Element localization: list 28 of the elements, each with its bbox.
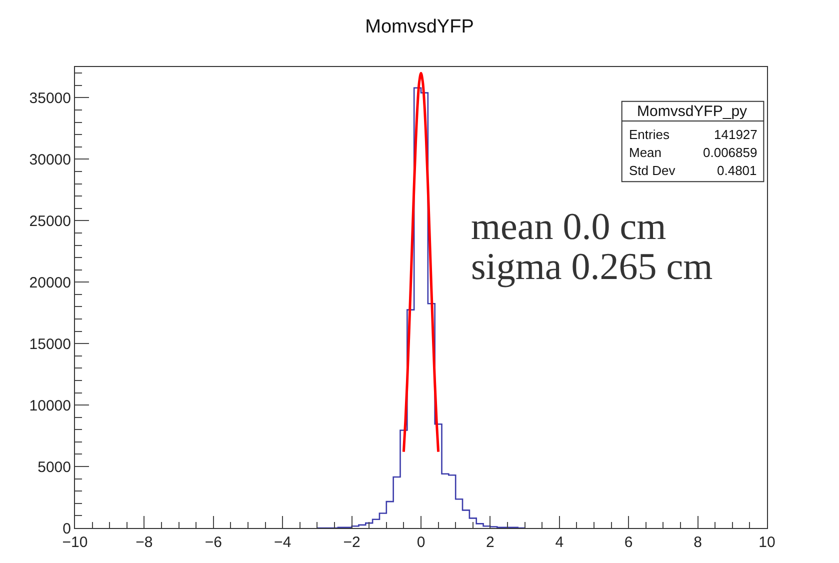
x-tick-label: 10 (758, 534, 776, 551)
annotation: Mean (629, 145, 662, 160)
line-series (402, 72, 440, 454)
annotation: sigma 0.265 cm (471, 246, 713, 288)
x-tick-label: 2 (486, 534, 494, 551)
x-tick-label: 4 (555, 534, 564, 551)
x-tick-label: −2 (343, 534, 360, 551)
x-tick-label: 8 (694, 534, 702, 551)
x-tick-label: −6 (204, 534, 222, 551)
x-tick-label: 6 (624, 534, 633, 551)
x-tick-label: 0 (416, 534, 426, 551)
y-tick-label: 25000 (29, 212, 71, 230)
chart-title: MomvsdYFP (365, 16, 474, 38)
y-tick-label: 20000 (29, 274, 71, 292)
annotation: 0.4801 (717, 163, 757, 178)
annotation: Entries (629, 127, 670, 142)
annotation: 0.006859 (703, 145, 758, 160)
y-tick-label: 10000 (29, 397, 71, 414)
x-tick-label: −8 (136, 534, 153, 551)
annotation: mean 0.0 cm (471, 206, 666, 248)
annotation: 141927 (714, 127, 758, 142)
annotation: MomvsdYFP_py (637, 103, 748, 120)
y-tick-label: 35000 (29, 90, 71, 107)
y-tick-label: 5000 (38, 458, 71, 476)
x-tick-label: −4 (274, 534, 292, 551)
y-tick-label: 15000 (29, 336, 71, 353)
y-tick-label: 30000 (29, 151, 71, 168)
annotation: Std Dev (629, 163, 676, 178)
